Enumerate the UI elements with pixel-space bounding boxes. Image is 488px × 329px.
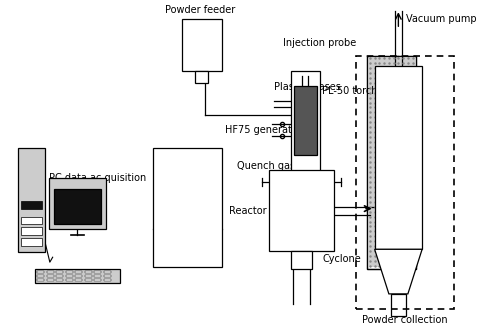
Bar <box>195 71 208 83</box>
Text: PC data ac quisition: PC data ac quisition <box>49 173 146 183</box>
Bar <box>35 269 120 283</box>
Bar <box>38 279 44 281</box>
Bar <box>21 216 42 224</box>
Bar <box>366 56 416 269</box>
Bar <box>85 275 91 277</box>
Text: Vacuum pump: Vacuum pump <box>405 14 476 24</box>
Bar <box>104 270 110 273</box>
Bar <box>38 270 44 273</box>
Bar <box>355 56 453 309</box>
Text: PL-50 torch: PL-50 torch <box>322 86 377 96</box>
Bar <box>85 279 91 281</box>
Bar <box>75 270 82 273</box>
Bar <box>368 58 414 267</box>
Bar <box>49 178 105 229</box>
Bar <box>54 189 101 224</box>
Bar <box>21 201 42 209</box>
Bar <box>85 270 91 273</box>
Bar <box>66 275 73 277</box>
Bar <box>38 275 44 277</box>
Bar <box>75 275 82 277</box>
Bar <box>94 279 101 281</box>
Bar <box>47 270 54 273</box>
Bar <box>290 251 311 269</box>
Bar <box>390 294 405 316</box>
Bar <box>21 227 42 235</box>
Bar <box>104 279 110 281</box>
Bar <box>182 19 221 71</box>
Bar <box>153 148 221 267</box>
Bar <box>104 275 110 277</box>
Text: Powder feeder: Powder feeder <box>164 5 235 15</box>
Bar <box>47 275 54 277</box>
Bar <box>366 56 416 269</box>
Bar <box>374 66 421 249</box>
Text: Console: Console <box>165 185 209 195</box>
Text: Cyclone: Cyclone <box>322 254 361 264</box>
Bar <box>290 71 319 180</box>
Bar <box>94 275 101 277</box>
Bar <box>66 270 73 273</box>
Bar <box>269 170 333 251</box>
Text: Injection probe: Injection probe <box>282 38 355 48</box>
Bar <box>293 86 316 155</box>
Bar <box>56 270 63 273</box>
Text: Reactor: Reactor <box>228 206 266 215</box>
Bar <box>66 279 73 281</box>
Bar <box>56 275 63 277</box>
Bar <box>21 239 42 246</box>
Bar <box>47 279 54 281</box>
Text: Powder collection: Powder collection <box>362 315 447 325</box>
Polygon shape <box>374 249 421 294</box>
Text: Quench gas: Quench gas <box>237 161 294 171</box>
Bar <box>75 279 82 281</box>
Bar <box>56 279 63 281</box>
Text: HF75 generator: HF75 generator <box>224 125 301 135</box>
Bar <box>19 148 45 252</box>
Text: Plasma gases: Plasma gases <box>273 82 340 92</box>
Bar <box>94 270 101 273</box>
